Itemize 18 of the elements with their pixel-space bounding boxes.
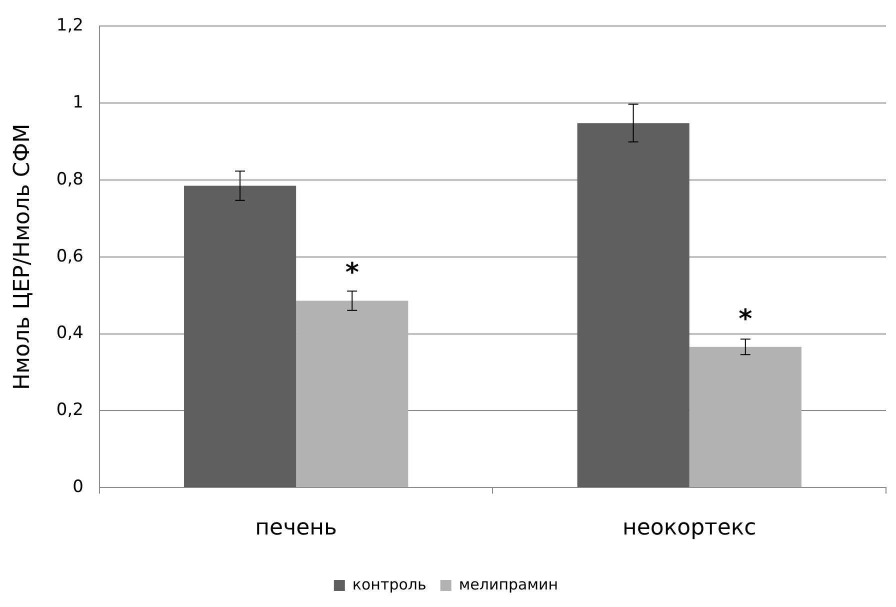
- annotation: *: [738, 304, 753, 334]
- y-axis-title: Нмоль ЦЕР/Нмоль СФМ: [10, 124, 35, 390]
- x-tick-label: печень: [255, 516, 337, 541]
- y-tick-label: 1: [72, 92, 84, 113]
- y-tick-label: 0,4: [56, 323, 84, 344]
- bar: [184, 186, 296, 488]
- x-tick-label: неокортекс: [622, 516, 756, 541]
- bar: [577, 123, 690, 488]
- annotation: *: [345, 258, 360, 288]
- bar: [296, 300, 408, 488]
- y-tick-label: 1,2: [56, 16, 84, 36]
- bar: [689, 346, 802, 488]
- y-tick-label: 0,6: [56, 246, 84, 266]
- legend-label: контроль: [352, 575, 426, 594]
- legend-label: мелипрамин: [458, 575, 558, 594]
- y-tick-label: 0,2: [56, 400, 84, 420]
- y-tick-label: 0,8: [56, 169, 84, 190]
- y-tick-label: 0: [72, 477, 84, 498]
